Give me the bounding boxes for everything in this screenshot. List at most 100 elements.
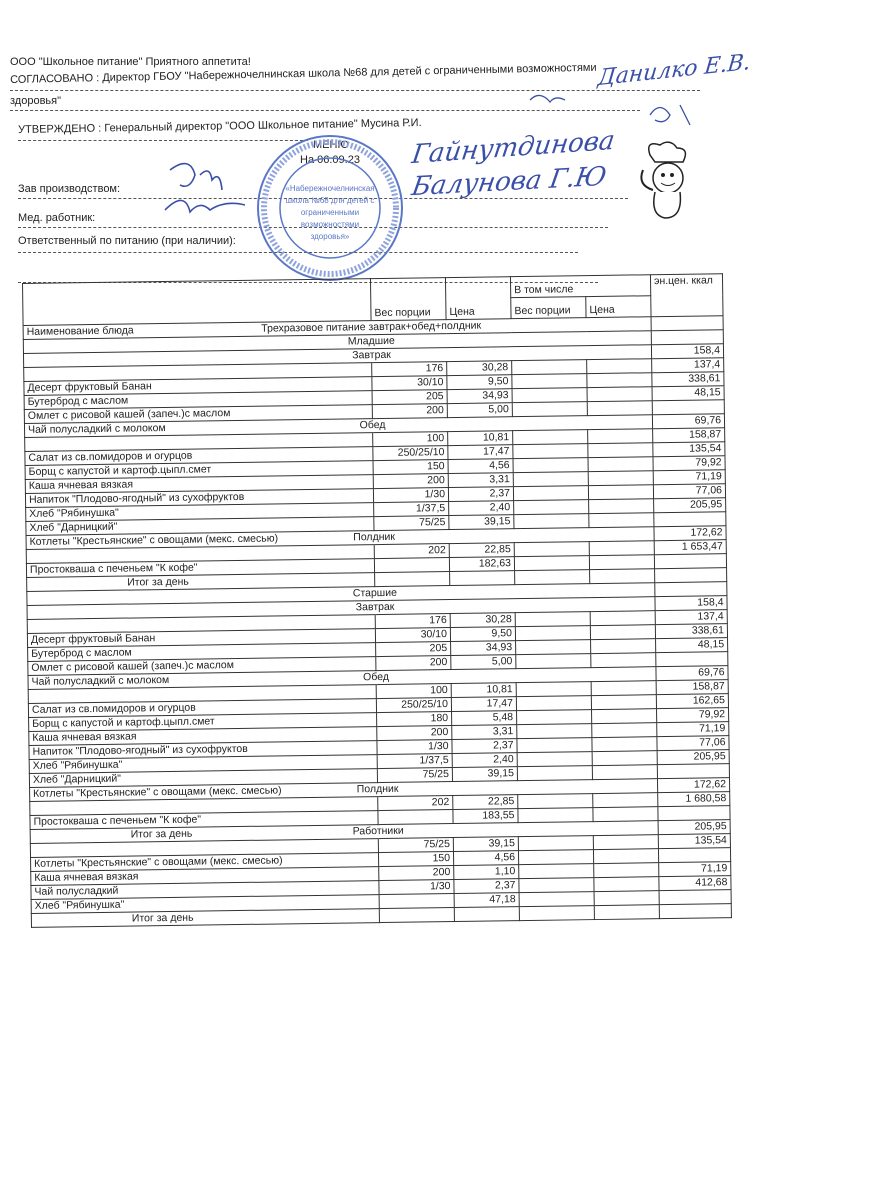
inc-price-cell <box>590 624 656 640</box>
column-header-price: Цена <box>445 276 512 320</box>
weight-cell: 100 <box>372 431 448 447</box>
inc-price-cell <box>588 484 654 500</box>
inc-weight-cell <box>515 611 591 627</box>
kcal-cell: 48,15 <box>652 385 725 401</box>
price-cell: 47,18 <box>454 892 520 908</box>
inc-price-cell <box>589 568 655 584</box>
inc-price-cell <box>591 694 657 710</box>
inc-price-cell <box>592 750 658 766</box>
kcal-cell: 79,92 <box>656 707 729 723</box>
menu-table: Вес порции Цена В том числе эн.цен. ккал… <box>22 273 732 928</box>
inc-price-cell <box>589 554 655 570</box>
price-cell: 39,15 <box>453 836 519 852</box>
inc-price-cell <box>586 358 652 374</box>
weight-cell: 200 <box>375 655 451 671</box>
inc-price-cell <box>593 862 659 878</box>
price-cell: 1,10 <box>453 864 519 880</box>
inc-weight-cell <box>513 471 589 487</box>
weight-cell <box>374 571 450 587</box>
svg-text:«Набережночелнинская: «Набережночелнинская <box>285 184 374 193</box>
inc-weight-cell <box>516 695 592 711</box>
kcal-cell: 69,76 <box>655 665 729 681</box>
divider <box>18 140 308 141</box>
kcal-cell: 71,19 <box>658 861 731 877</box>
price-cell: 30,28 <box>450 612 516 628</box>
kcal-cell <box>659 889 732 905</box>
weight-cell: 200 <box>372 403 448 419</box>
inc-weight-cell <box>514 555 590 571</box>
inc-price-cell <box>587 442 654 458</box>
price-cell: 2,37 <box>451 738 518 754</box>
inc-weight-cell <box>513 513 589 529</box>
signature-line <box>18 252 578 253</box>
inc-price-cell <box>589 540 655 556</box>
price-cell: 3,31 <box>451 724 517 740</box>
weight-cell: 205 <box>375 641 451 657</box>
inc-price-cell <box>587 386 653 402</box>
inc-weight-cell <box>512 429 588 445</box>
inc-weight-cell <box>516 723 592 739</box>
inc-price-cell <box>593 834 659 850</box>
column-header-weight: Вес порции <box>370 277 447 321</box>
weight-cell: 1/30 <box>373 487 449 503</box>
price-cell: 9,50 <box>450 626 516 642</box>
inc-price-cell <box>591 708 657 724</box>
kcal-cell <box>654 553 727 569</box>
kcal-cell: 172,62 <box>653 525 727 541</box>
company-line: ООО "Школьное питание" Приятного аппетит… <box>10 56 251 68</box>
inc-weight-cell <box>515 653 591 669</box>
kcal-cell: 71,19 <box>653 469 726 485</box>
price-cell: 39,15 <box>452 766 518 782</box>
kcal-cell <box>654 567 727 583</box>
kcal-cell: 205,95 <box>658 819 731 835</box>
kcal-cell <box>651 315 724 331</box>
kcal-cell: 71,19 <box>656 721 729 737</box>
kcal-cell <box>652 399 725 415</box>
price-cell: 182,63 <box>449 556 515 572</box>
inc-price-cell <box>590 610 656 626</box>
inc-weight-cell <box>512 387 588 403</box>
price-cell: 34,93 <box>447 388 513 404</box>
weight-cell: 30/10 <box>375 627 451 643</box>
price-cell <box>449 570 515 586</box>
weight-cell: 75/25 <box>378 837 454 853</box>
price-cell: 2,37 <box>448 486 514 502</box>
weight-cell: 1/30 <box>376 739 453 755</box>
kcal-cell: 1 653,47 <box>654 539 727 555</box>
inc-price-cell <box>593 848 659 864</box>
weight-cell: 150 <box>378 851 454 867</box>
column-header-inc-weight: Вес порции <box>510 296 587 319</box>
inc-price-cell <box>592 806 659 822</box>
inc-weight-cell <box>515 625 591 641</box>
inc-weight-cell <box>512 443 588 459</box>
inc-weight-cell <box>516 709 592 725</box>
kcal-cell: 412,68 <box>658 875 732 891</box>
price-cell: 2,40 <box>452 752 518 768</box>
signature-production-head <box>164 162 246 214</box>
column-header-inc-price: Цена <box>585 295 652 318</box>
kcal-cell <box>655 651 728 667</box>
inc-price-cell <box>590 638 656 654</box>
inc-price-cell <box>588 512 654 528</box>
inc-price-cell <box>592 792 658 808</box>
school-stamp: «Набережночелнинская школа №68 для детей… <box>257 135 403 281</box>
kcal-cell: 158,87 <box>656 679 729 695</box>
inc-weight-cell <box>519 891 595 907</box>
inc-weight-cell <box>514 569 590 585</box>
agreed-line-cont: здоровья" <box>10 95 62 107</box>
signature-marks <box>529 94 691 126</box>
inc-weight-cell <box>513 457 589 473</box>
svg-text:возможностями: возможностями <box>301 220 359 229</box>
kcal-cell <box>659 903 732 919</box>
kcal-cell <box>651 329 724 345</box>
kcal-cell <box>653 511 726 527</box>
price-cell: 17,47 <box>447 444 514 460</box>
kcal-cell: 205,95 <box>657 749 730 765</box>
kcal-cell: 79,92 <box>653 455 726 471</box>
kcal-cell <box>658 847 731 863</box>
kcal-cell: 162,65 <box>656 693 729 709</box>
inc-weight-cell <box>519 905 595 921</box>
svg-text:школа №68 для детей с: школа №68 для детей с <box>286 196 375 205</box>
inc-price-cell <box>587 428 653 444</box>
weight-cell: 30/10 <box>371 375 448 391</box>
